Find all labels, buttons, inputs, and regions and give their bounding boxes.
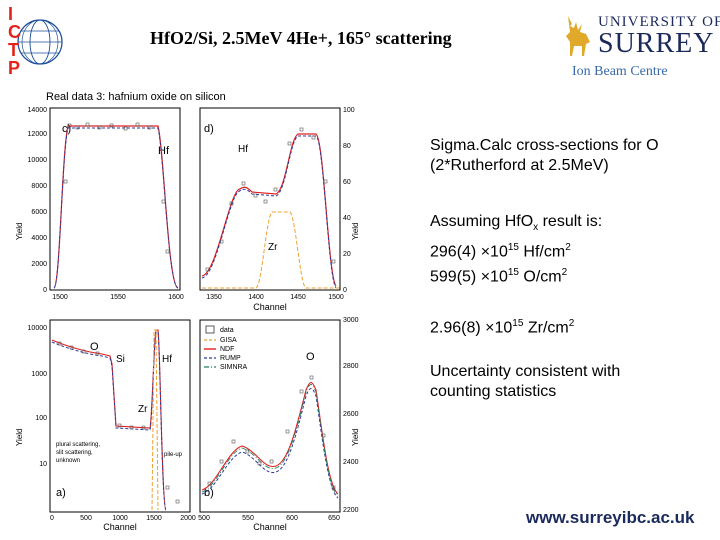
panel-c: 0 2000 4000 6000 8000 10000 12000 14000 … [15,107,184,301]
tick-a-y1: 100 [35,415,47,422]
tick-b-y0: 2200 [343,507,359,514]
uncertainty-line-2: counting statistics [430,383,557,400]
annotation-a-pileup: pile-up [164,452,183,458]
tick-d-y3: 60 [343,179,351,186]
label-b-o: O [306,351,315,363]
university-name: SURREY [598,28,715,59]
tick-d-y1: 20 [343,251,351,258]
label-c: c) [62,123,71,135]
tick-b-x2: 600 [286,515,298,522]
tick-c-y7: 14000 [28,107,48,114]
stag-icon [566,16,590,56]
tick-c-y2: 4000 [31,235,47,242]
tick-b-y1: 2400 [343,459,359,466]
label-b: b) [204,487,214,499]
zr-result: 2.96(8) ×1015 Zr/cm2 [430,318,575,337]
legend: data GISA NDF RUMP SIMNRA [204,325,248,371]
tick-c-x1: 1550 [110,294,126,301]
ictp-logo: I C T P [8,4,63,78]
label-a-hf: Hf [162,354,172,365]
figure-title: Real data 3: hafnium oxide on silicon [46,91,226,103]
tick-d-y4: 80 [343,143,351,150]
label-d-hf: Hf [238,144,248,155]
annotation-a-1: plural scattering, [56,442,100,448]
xlabel-a: Channel [103,522,137,532]
annotation-a-3: unknown [56,458,80,464]
label-a-zr: Zr [138,404,148,415]
sigma-calc-text: Sigma.Calc cross-sections for O (2*Ruthe… [430,136,690,176]
tick-c-x2: 1600 [168,294,184,301]
tick-c-y5: 10000 [28,157,48,164]
tick-a-x0: 0 [50,515,54,522]
ylabel-d: Yield [351,223,360,241]
university-line: UNIVERSITY OF [598,14,720,30]
ion-beam-centre: Ion Beam Centre [572,64,668,79]
ylabel-a: Yield [15,429,24,447]
legend-rump: RUMP [220,355,241,362]
tick-d-y2: 40 [343,215,351,222]
tick-b-x1: 550 [242,515,254,522]
xlabel-b: Channel [253,522,287,532]
o-result: 599(5) ×1015 O/cm2 [430,266,568,285]
legend-data: data [220,327,234,334]
label-d: d) [204,123,214,135]
panel-b: 2200 2400 2600 2800 3000 500 550 600 650… [198,317,360,532]
sigma-line-2: (2*Rutherford at 2.5MeV) [430,157,609,174]
tick-a-x2: 1000 [112,515,128,522]
tick-a-y2: 1000 [31,371,47,378]
ylabel-b: Yield [351,429,360,447]
rbs-figure: Real data 3: hafnium oxide on silicon 0 … [15,91,360,532]
tick-a-y3: 10000 [28,325,48,332]
legend-swatch-data [205,325,215,334]
website-link[interactable]: www.surreyibc.ac.uk [526,508,695,527]
annotation-a-2: slit scattering, [56,450,93,456]
tick-b-y3: 2800 [343,363,359,370]
xlabel-d: Channel [253,302,287,312]
ictp-letter-c: C [8,22,21,42]
tick-d-x3: 1500 [328,294,344,301]
ictp-letter-i: I [8,4,13,24]
slide-title: HfO2/Si, 2.5MeV 4He+, 165° scattering [150,28,452,48]
tick-a-x3: 1500 [146,515,162,522]
tick-c-x0: 1500 [52,294,68,301]
tick-d-x2: 1450 [290,294,306,301]
uncertainty-line-1: Uncertainty consistent with [430,363,621,380]
panel-a: 10 100 1000 10000 0 500 1000 1500 2000 C… [15,319,196,532]
tick-c-y6: 12000 [28,131,48,138]
label-d-zr: Zr [268,242,278,253]
tick-a-x4: 2000 [180,515,196,522]
assumption-line: Assuming HfOx result is: [430,213,603,234]
tick-b-x3: 650 [328,515,340,522]
uncertainty-text: Uncertainty consistent with counting sta… [430,362,680,402]
legend-gisa: GISA [220,337,237,344]
ictp-letter-p: P [8,58,20,78]
result-text: Assuming HfOx result is: 296(4) ×1015 Hf… [430,212,700,287]
tick-c-y3: 6000 [31,209,47,216]
tick-b-x0: 500 [198,515,210,522]
tick-a-x1: 500 [80,515,92,522]
legend-ndf: NDF [220,346,234,353]
tick-c-y1: 2000 [31,261,47,268]
label-c-hf: Hf [158,145,170,157]
tick-d-y5: 100 [343,107,355,114]
hf-result: 296(4) ×1015 Hf/cm2 [430,242,571,261]
panel-d: 0 20 40 60 80 100 1350 1400 1450 1500 Ch… [199,107,360,312]
label-a: a) [56,487,66,499]
tick-b-y4: 3000 [343,317,359,324]
tick-d-x1: 1400 [248,294,264,301]
tick-c-y4: 8000 [31,183,47,190]
label-a-o: O [90,341,99,353]
sigma-line-1: Sigma.Calc cross-sections for O [430,137,659,154]
ylabel-c: Yield [15,223,24,241]
tick-d-y0: 0 [343,287,347,294]
ictp-letter-t: T [8,40,19,60]
legend-simnra: SIMNRA [220,364,248,371]
label-a-si: Si [116,354,125,365]
tick-b-y2: 2600 [343,411,359,418]
tick-d-x0: 1350 [206,294,222,301]
tick-c-y0: 0 [43,287,47,294]
tick-a-y0: 10 [39,461,47,468]
